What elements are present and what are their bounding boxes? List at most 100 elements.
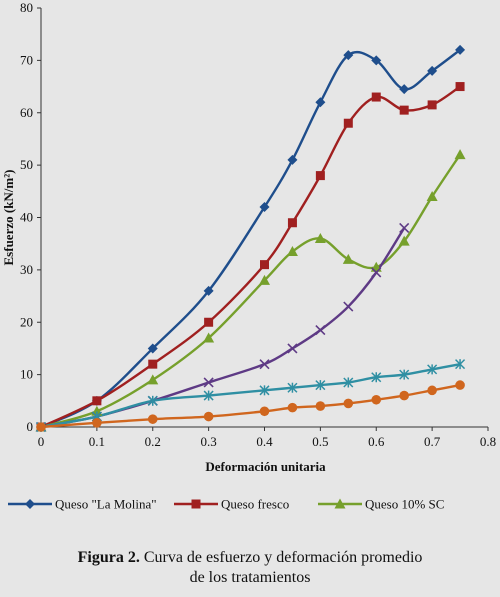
data-point-queso-fresco [427,100,437,110]
legend: Queso "La Molina" Queso fresco Queso 10% S… [8,497,444,512]
y-tick-label: 0 [27,419,34,434]
data-point-queso-10-sc [314,232,326,243]
x-tick-label: 0.4 [256,434,273,449]
x-tick-label: 0 [38,434,45,449]
data-point-queso-la-molina [259,202,270,213]
data-point-queso-20-sc [259,359,270,370]
data-point-queso-fresco [371,92,381,102]
legend-item-queso-la-molina: Queso "La Molina" [8,497,157,512]
data-point-queso-30-sc [147,395,158,406]
data-point-queso-la-molina [427,65,438,76]
caption-line-2: de los tratamientos [189,569,311,586]
data-point-queso-10-sc [286,246,298,257]
data-point-queso-20-sc [287,343,298,354]
data-point-queso-fresco [399,105,409,115]
data-point-queso-30-sc [371,372,382,383]
data-point-queso-la-molina [343,50,354,61]
data-point-queso-la-molina [455,44,466,55]
x-tick-label: 0.5 [312,434,328,449]
data-point-queso-20-sc [343,301,354,312]
data-point-queso-10-sc [147,374,159,385]
data-point-queso-20-sc [203,377,214,388]
data-point-queso-la-molina [371,55,382,66]
y-tick-label: 80 [20,0,33,15]
series-line-queso-10-sc [40,153,462,429]
x-tick-label: 0.3 [201,434,217,449]
data-point-queso-30-sc [427,364,438,375]
data-point-queso-la-molina [399,84,410,95]
y-tick-label: 60 [20,105,33,120]
data-point-queso-fresco [315,171,325,181]
data-point-queso-la-molina [315,97,326,108]
y-tick-label: 40 [20,210,33,225]
y-axis-title: Esfuerzo (kN/m²) [1,170,16,266]
data-point-queso-10-sc [203,332,215,343]
data-point-queso-30-sc [315,380,326,391]
series-lines [40,48,462,429]
data-point-queso-20-sc [399,222,410,234]
data-point-queso-10-sc [426,191,438,202]
data-point-queso-30-sc [203,390,214,401]
data-point-queso-50-sc [343,398,354,409]
y-tick-label: 20 [20,314,33,329]
y-tick-label: 10 [20,367,33,382]
caption-line-1: Figura 2. Curva de esfuerzo y deformació… [0,548,500,568]
data-point-queso-50-sc [92,418,102,428]
data-point-queso-fresco [92,396,102,406]
x-tick-label: 0.7 [424,434,441,449]
x-axis-title: Deformación unitaria [205,459,326,474]
y-tick-label: 30 [20,262,33,277]
data-point-queso-30-sc [343,377,354,388]
data-point-queso-50-sc [203,411,214,422]
caption-text-1: Curva de esfuerzo y deformación promedio [143,549,423,566]
data-point-queso-50-sc [287,402,298,413]
data-point-queso-30-sc [259,385,270,396]
data-point-queso-30-sc [287,382,298,393]
series-line-queso-30-sc [40,362,461,429]
data-point-queso-10-sc [342,253,354,264]
legend-item-queso-10-sc: Queso 10% SC [318,497,444,512]
data-point-queso-50-sc [36,422,46,432]
legend-marker [334,498,346,509]
y-tick-label: 50 [20,157,33,172]
data-point-queso-fresco [204,317,214,327]
data-point-queso-50-sc [147,414,158,424]
x-tick-label: 0.8 [480,434,496,449]
x-tick-label: 0.1 [89,434,105,449]
data-point-queso-20-sc [315,325,326,336]
x-tick-label: 0.2 [145,434,161,449]
data-point-queso-50-sc [371,394,382,405]
data-point-queso-fresco [260,260,269,270]
data-point-queso-la-molina [147,343,158,354]
y-tick-label: 70 [20,52,33,67]
data-point-queso-10-sc [398,235,410,246]
data-point-queso-fresco [455,82,465,92]
stress-strain-chart: 0 10 20 30 40 50 60 70 80 0 0.1 0.2 0.3 0.4 0.5 0.6 0.7 0… [1,0,496,512]
data-point-queso-fresco [343,118,353,128]
legend-label: Queso "La Molina" [55,497,157,512]
data-point-queso-la-molina [203,285,214,296]
figure-caption: Figura 2. Curva de esfuerzo y deformació… [0,548,500,588]
data-point-queso-30-sc [455,359,466,370]
axes: 0 10 20 30 40 50 60 70 80 0 0.1 0.2 0.3 0.4 0.5 0.6 0.7 0… [1,0,496,474]
series-markers [35,44,466,433]
caption-lead: Figura 2. [77,549,140,566]
data-point-queso-50-sc [455,380,465,390]
legend-marker [25,499,35,509]
data-point-queso-la-molina [287,154,298,165]
legend-item-queso-fresco: Queso fresco [174,497,289,512]
data-point-queso-fresco [148,359,158,369]
legend-label: Queso 10% SC [365,497,444,512]
legend-label: Queso fresco [221,497,289,512]
data-point-queso-50-sc [315,401,326,411]
data-point-queso-50-sc [399,390,409,401]
data-point-queso-30-sc [399,369,410,380]
data-point-queso-50-sc [259,406,270,417]
data-point-queso-fresco [287,218,297,228]
legend-marker [191,499,201,509]
data-point-queso-50-sc [427,385,437,396]
data-point-queso-20-sc [371,267,382,278]
x-tick-label: 0.6 [368,434,385,449]
data-point-queso-10-sc [454,149,466,160]
